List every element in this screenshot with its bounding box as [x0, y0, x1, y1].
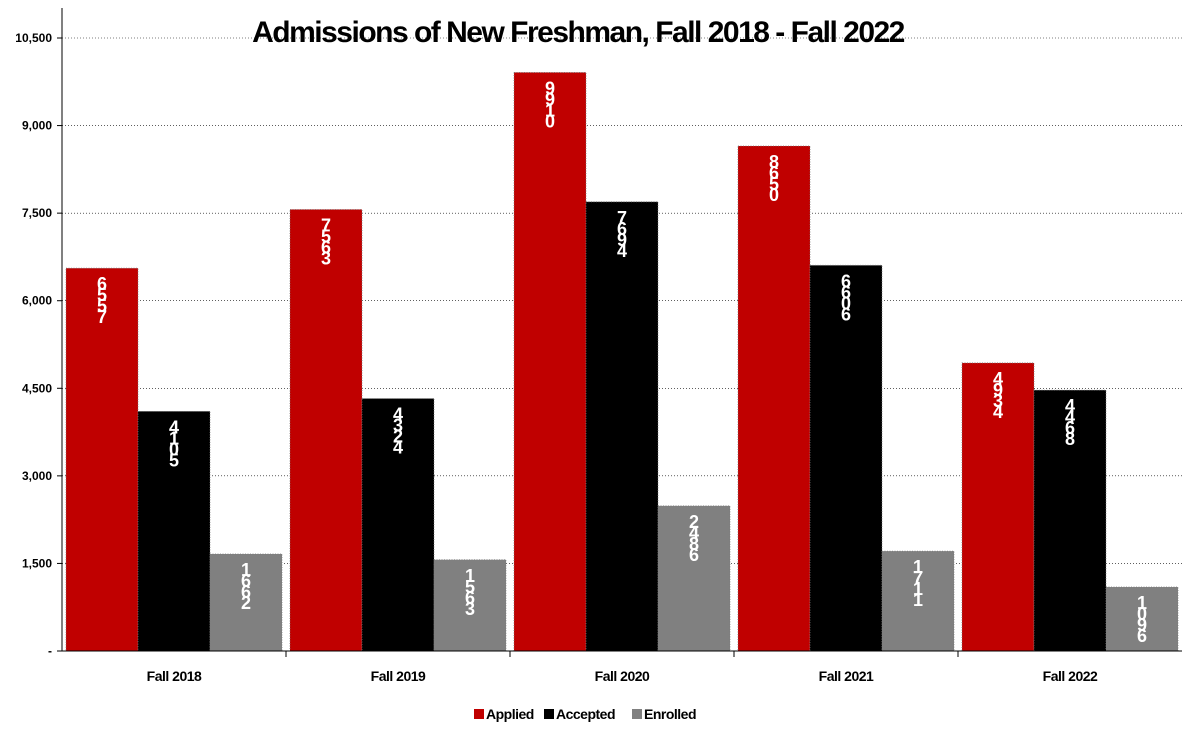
- y-tick-label: 6,000: [22, 294, 52, 308]
- y-tick-label: 4,500: [22, 381, 52, 395]
- x-tick-label: Fall 2018: [147, 668, 202, 684]
- bar-accepted: [1033, 389, 1107, 652]
- bar-enrolled: [881, 550, 955, 652]
- bar-applied: [513, 72, 587, 652]
- bar-enrolled: [433, 559, 507, 652]
- bar-accepted: [585, 201, 659, 652]
- data-labels: 6 5 5 7 4 1 0 5 1 6 6 2 7 5 6 3 4 3 2 4 1 5 6 3 9 9 1 0 7 6 9 4 2 4 8 6 8 6 5 0…: [97, 78, 1147, 646]
- y-tick-label: -: [48, 644, 52, 658]
- y-tick-label: 7,500: [22, 206, 52, 220]
- bar-accepted: [137, 410, 211, 652]
- legend-swatch-enrolled: [632, 709, 642, 719]
- legend-label-accepted: Accepted: [556, 706, 615, 722]
- x-tick-label: Fall 2019: [371, 668, 426, 684]
- bar-accepted: [809, 264, 883, 652]
- x-tick-label: Fall 2022: [1043, 668, 1098, 684]
- y-tick-label: 1,500: [22, 556, 52, 570]
- x-tick-label: Fall 2021: [819, 668, 874, 684]
- bar-accepted: [361, 398, 435, 652]
- legend-label-enrolled: Enrolled: [644, 706, 696, 722]
- chart-title: Admissions of New Freshman, Fall 2018 - …: [252, 16, 905, 49]
- bar-applied: [737, 145, 811, 652]
- bars: [65, 72, 1179, 652]
- bar-applied: [65, 267, 139, 652]
- legend-swatch-accepted: [544, 709, 554, 719]
- bar-applied: [289, 209, 363, 652]
- legend-label-applied: Applied: [486, 706, 534, 722]
- x-tick-label: Fall 2020: [595, 668, 650, 684]
- axes: - 1,500 3,000 4,500 6,000 7,500 9,000 10,500 Fal…: [15, 8, 1182, 684]
- y-tick-label: 10,500: [15, 31, 52, 45]
- y-tick-label: 3,000: [22, 469, 52, 483]
- bar-applied: [961, 362, 1035, 652]
- bar-enrolled: [209, 553, 283, 652]
- legend: Applied Accepted Enrolled: [474, 706, 697, 722]
- y-tick-label: 9,000: [22, 119, 52, 133]
- bar-enrolled: [1105, 586, 1179, 652]
- legend-swatch-applied: [474, 709, 484, 719]
